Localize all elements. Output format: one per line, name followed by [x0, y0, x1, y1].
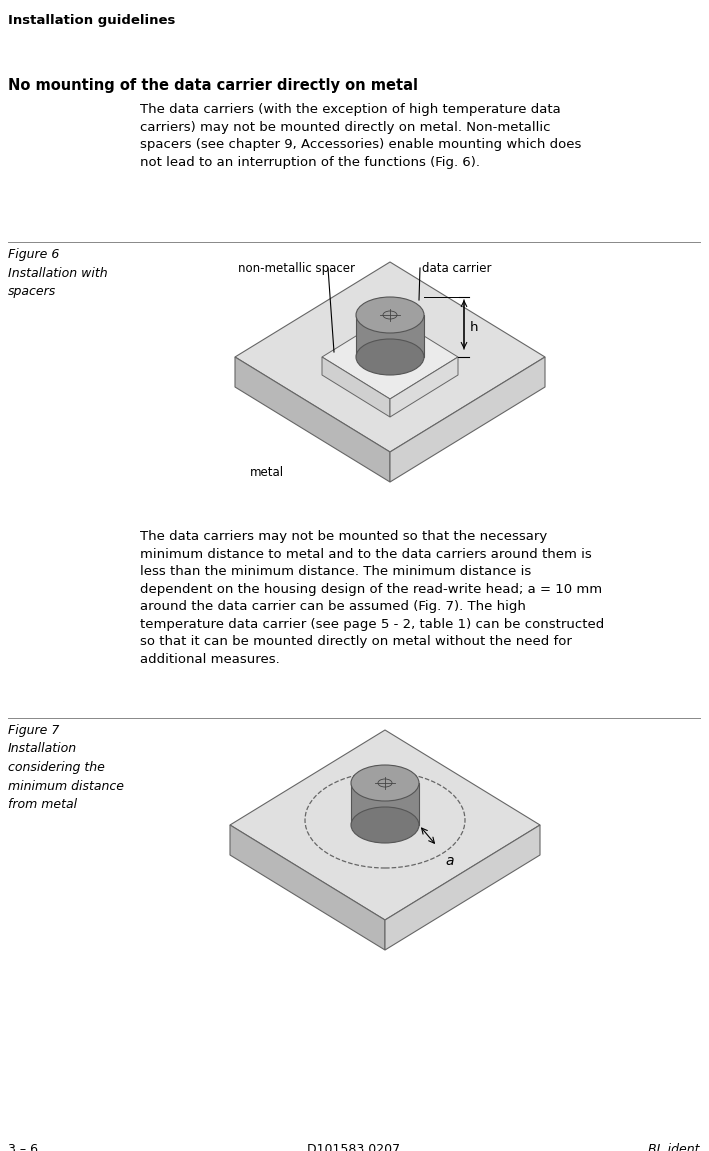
- Text: Figure 6
Installation with
spacers: Figure 6 Installation with spacers: [8, 247, 108, 298]
- Ellipse shape: [356, 297, 424, 333]
- Text: a: a: [445, 854, 454, 868]
- Text: data carrier: data carrier: [422, 261, 491, 274]
- Polygon shape: [322, 315, 458, 399]
- Polygon shape: [235, 357, 390, 482]
- Ellipse shape: [356, 340, 424, 375]
- Polygon shape: [322, 357, 390, 417]
- Text: D101583 0207: D101583 0207: [308, 1143, 401, 1151]
- Polygon shape: [351, 783, 419, 825]
- Polygon shape: [230, 825, 385, 950]
- Polygon shape: [230, 730, 540, 920]
- Polygon shape: [385, 825, 540, 950]
- Polygon shape: [356, 315, 424, 357]
- Text: BL ident: BL ident: [649, 1143, 700, 1151]
- Ellipse shape: [351, 765, 419, 801]
- Text: The data carriers may not be mounted so that the necessary
minimum distance to m: The data carriers may not be mounted so …: [140, 529, 604, 665]
- Text: No mounting of the data carrier directly on metal: No mounting of the data carrier directly…: [8, 78, 418, 93]
- Polygon shape: [390, 357, 458, 417]
- Ellipse shape: [351, 807, 419, 843]
- Text: Installation guidelines: Installation guidelines: [8, 14, 175, 26]
- Text: Figure 7
Installation
considering the
minimum distance
from metal: Figure 7 Installation considering the mi…: [8, 724, 124, 811]
- Polygon shape: [235, 262, 545, 452]
- Text: The data carriers (with the exception of high temperature data
carriers) may not: The data carriers (with the exception of…: [140, 102, 581, 168]
- Text: non-metallic spacer: non-metallic spacer: [238, 261, 355, 274]
- Text: h: h: [470, 320, 479, 334]
- Polygon shape: [390, 357, 545, 482]
- Text: 3 – 6: 3 – 6: [8, 1143, 38, 1151]
- Text: metal: metal: [250, 465, 284, 479]
